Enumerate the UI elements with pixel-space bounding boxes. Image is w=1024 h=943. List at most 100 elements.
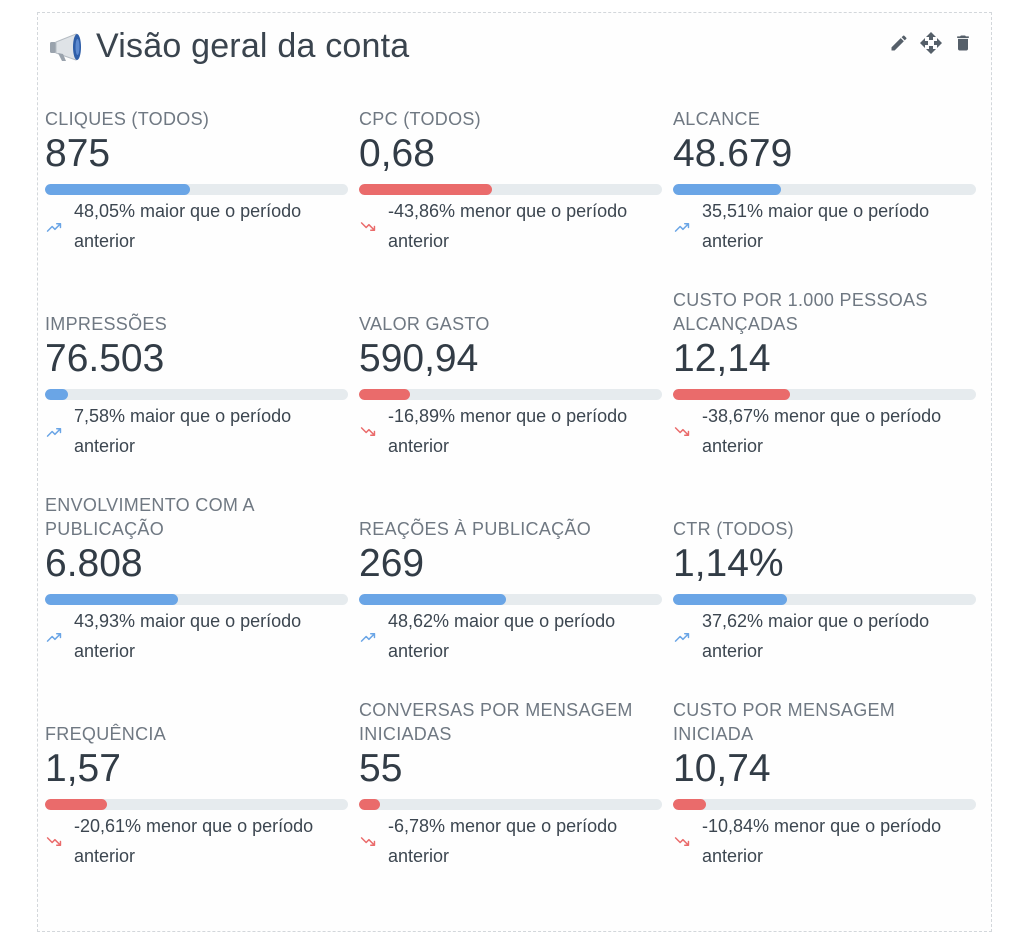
metric-label-area: ALCANCE <box>673 83 976 131</box>
metric-card: CTR (TODOS) 1,14% 37,62% maior que o perío… <box>673 493 976 688</box>
trending-up-icon <box>360 633 376 642</box>
metric-value: 1,57 <box>45 747 121 790</box>
metric-label-area: IMPRESSÕES <box>45 288 348 336</box>
metric-change-text: 37,62% maior que o período anterior <box>702 611 930 661</box>
metric-card: CUSTO POR 1.000 PESSOAS ALCANÇADAS 12,14 -… <box>673 288 976 483</box>
metric-progress-bar <box>673 184 976 195</box>
metric-label: ENVOLVIMENTO COM A PUBLICAÇÃO <box>45 495 254 539</box>
metric-label: REAÇÕES À PUBLICAÇÃO <box>359 519 592 539</box>
widget-title-area: Visão geral da conta <box>48 27 409 66</box>
metric-label-area: VALOR GASTO <box>359 288 662 336</box>
metric-value: 1,14% <box>673 542 784 585</box>
metric-value: 269 <box>359 542 425 585</box>
metric-value: 590,94 <box>359 337 479 380</box>
metric-value: 76.503 <box>45 337 165 380</box>
trending-up-icon <box>674 223 690 232</box>
metric-card: ALCANCE 48.679 35,51% maior que o período … <box>673 83 976 278</box>
trending-up-icon <box>46 633 62 642</box>
metric-progress-fill <box>673 389 791 400</box>
metric-label-area: CUSTO POR 1.000 PESSOAS ALCANÇADAS <box>673 288 976 336</box>
delete-button[interactable] <box>951 31 975 55</box>
metric-label: FREQUÊNCIA <box>45 724 167 744</box>
metric-value: 875 <box>45 132 111 175</box>
metric-label: CTR (TODOS) <box>673 519 794 539</box>
metric-value: 0,68 <box>359 132 435 175</box>
trending-up-icon <box>46 223 62 232</box>
metric-change-text: -16,89% menor que o período anterior <box>388 406 628 456</box>
metric-label-area: REAÇÕES À PUBLICAÇÃO <box>359 493 662 541</box>
metric-label-area: CONVERSAS POR MENSAGEM INICIADAS <box>359 698 662 746</box>
account-overview-widget: Visão geral da conta CLIQUES (TODOS) 875 4… <box>37 12 992 932</box>
trending-down-icon <box>360 837 376 846</box>
metric-change-text: -20,61% menor que o período anterior <box>74 816 314 866</box>
metric-label-area: FREQUÊNCIA <box>45 698 348 746</box>
metric-progress-bar <box>673 799 976 810</box>
metric-progress-bar <box>45 184 348 195</box>
metric-change-text: 35,51% maior que o período anterior <box>702 201 930 251</box>
trending-down-icon <box>360 427 376 436</box>
metric-card: CONVERSAS POR MENSAGEM INICIADAS 55 -6,78%… <box>359 698 662 893</box>
widget-actions <box>887 31 975 55</box>
trending-down-icon <box>360 222 376 231</box>
metric-change-text: 43,93% maior que o período anterior <box>74 611 302 661</box>
metric-progress-fill <box>45 594 179 605</box>
trending-down-icon <box>46 837 62 846</box>
edit-icon <box>891 35 907 51</box>
trending-down-icon <box>674 427 690 436</box>
metric-progress-bar <box>673 389 976 400</box>
metric-change-text: -43,86% menor que o período anterior <box>388 201 628 251</box>
metric-progress-fill <box>673 799 706 810</box>
move-button[interactable] <box>919 31 943 55</box>
metric-card: CPC (TODOS) 0,68 -43,86% menor que o perío… <box>359 83 662 278</box>
metric-label: CUSTO POR MENSAGEM INICIADA <box>673 700 896 744</box>
metric-card: FREQUÊNCIA 1,57 -20,61% menor que o períod… <box>45 698 348 893</box>
metric-progress-fill <box>45 799 108 810</box>
metric-change-text: -10,84% menor que o período anterior <box>702 816 942 866</box>
metric-label-area: ENVOLVIMENTO COM A PUBLICAÇÃO <box>45 493 348 541</box>
metric-label: CUSTO POR 1.000 PESSOAS ALCANÇADAS <box>673 290 928 334</box>
metric-change-text: 7,58% maior que o período anterior <box>74 406 292 456</box>
metric-progress-bar <box>45 799 348 810</box>
metric-progress-fill <box>359 594 507 605</box>
metric-card: VALOR GASTO 590,94 -16,89% menor que o per… <box>359 288 662 483</box>
metric-progress-bar <box>45 594 348 605</box>
metric-progress-fill <box>673 594 787 605</box>
metric-progress-fill <box>359 799 380 810</box>
metric-label: CPC (TODOS) <box>359 109 481 129</box>
widget-title: Visão geral da conta <box>96 27 410 65</box>
metric-progress-bar <box>359 389 662 400</box>
metric-card: CUSTO POR MENSAGEM INICIADA 10,74 -10,84% … <box>673 698 976 893</box>
metric-label-area: CUSTO POR MENSAGEM INICIADA <box>673 698 976 746</box>
metric-progress-fill <box>359 184 493 195</box>
move-icon <box>920 32 942 54</box>
metric-value: 6.808 <box>45 542 143 585</box>
metric-card: REAÇÕES À PUBLICAÇÃO 269 48,62% maior que … <box>359 493 662 688</box>
metric-label-area: CPC (TODOS) <box>359 83 662 131</box>
metric-label: CONVERSAS POR MENSAGEM INICIADAS <box>359 700 633 744</box>
metric-label-area: CTR (TODOS) <box>673 493 976 541</box>
widget-header: Visão geral da conta <box>38 13 991 83</box>
metric-card: CLIQUES (TODOS) 875 48,05% maior que o per… <box>45 83 348 278</box>
metric-value: 48.679 <box>673 132 793 175</box>
metric-progress-fill <box>673 184 781 195</box>
metric-value: 55 <box>359 747 403 790</box>
trending-up-icon <box>674 633 690 642</box>
metric-change-text: 48,05% maior que o período anterior <box>74 201 302 251</box>
metric-progress-fill <box>359 389 411 400</box>
metric-label: VALOR GASTO <box>359 314 490 334</box>
metric-progress-bar <box>45 389 348 400</box>
metric-value: 12,14 <box>673 337 771 380</box>
edit-button[interactable] <box>887 31 911 55</box>
metric-progress-bar <box>359 184 662 195</box>
trending-down-icon <box>674 837 690 846</box>
metric-value: 10,74 <box>673 747 771 790</box>
metric-progress-fill <box>45 389 69 400</box>
metric-card: IMPRESSÕES 76.503 7,58% maior que o períod… <box>45 288 348 483</box>
metric-card: ENVOLVIMENTO COM A PUBLICAÇÃO 6.808 43,93%… <box>45 493 348 688</box>
metric-progress-bar <box>673 594 976 605</box>
metric-change-text: -38,67% menor que o período anterior <box>702 406 942 456</box>
megaphone-icon <box>50 32 81 61</box>
metric-change-text: 48,62% maior que o período anterior <box>388 611 616 661</box>
metric-progress-bar <box>359 799 662 810</box>
metric-label: CLIQUES (TODOS) <box>45 109 210 129</box>
